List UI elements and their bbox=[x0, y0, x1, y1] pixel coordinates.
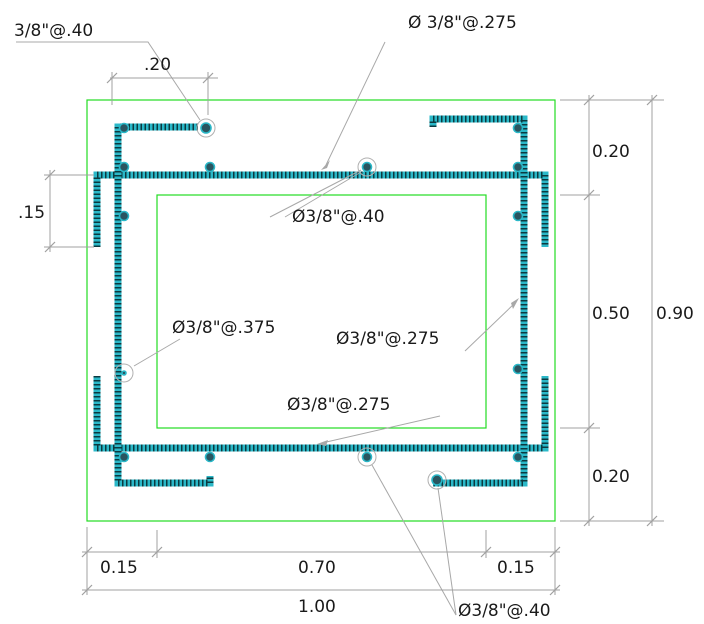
right-mid-dimension: 0.50 bbox=[592, 304, 630, 324]
rebar-dot bbox=[121, 370, 127, 376]
rebar-dot bbox=[118, 122, 130, 134]
left-vertical-bar bbox=[114, 123, 214, 487]
top-width-dimension: .20 bbox=[144, 55, 171, 75]
right-top-dimension: 0.20 bbox=[592, 142, 630, 162]
rebar-dot bbox=[204, 451, 216, 463]
rebar-group bbox=[93, 115, 549, 487]
left-height-dimension: .15 bbox=[18, 203, 45, 223]
rebar-dot bbox=[118, 161, 130, 173]
bottom-left-dimension: 0.15 bbox=[100, 558, 138, 578]
bottom-mid-dimension: 0.70 bbox=[298, 558, 336, 578]
bottom-right-spec-label: Ø3/8"@.40 bbox=[458, 601, 551, 621]
rebar-dot bbox=[512, 210, 524, 222]
rebar-dot bbox=[118, 210, 130, 222]
top-center-spec-label: Ø 3/8"@.275 bbox=[408, 13, 517, 33]
rebar-dot bbox=[204, 161, 216, 173]
rebar-dot bbox=[361, 161, 373, 173]
bottom-right-dimension: 0.15 bbox=[497, 558, 535, 578]
rebar-dot bbox=[200, 122, 212, 134]
top-left-spec-label: 3/8"@.40 bbox=[14, 21, 93, 41]
rebar-dot bbox=[512, 451, 524, 463]
inner-top-spec-label: Ø3/8"@.40 bbox=[292, 207, 385, 227]
bottom-spec-label: Ø3/8"@.275 bbox=[287, 395, 390, 415]
outer-section-outline bbox=[86, 99, 556, 522]
rebar-dot bbox=[512, 363, 524, 375]
rebar-dot bbox=[361, 451, 373, 463]
left-spec-label: Ø3/8"@.375 bbox=[172, 318, 275, 338]
dimension-lines bbox=[44, 72, 664, 596]
right-spec-label: Ø3/8"@.275 bbox=[336, 329, 439, 349]
bottom-total-dimension: 1.00 bbox=[298, 597, 336, 617]
rebar-dot bbox=[118, 451, 130, 463]
right-bottom-dimension: 0.20 bbox=[592, 467, 630, 487]
right-total-dimension: 0.90 bbox=[656, 304, 694, 324]
inner-opening-outline bbox=[156, 194, 487, 429]
rebar-dot bbox=[512, 161, 524, 173]
rebar-dot bbox=[512, 122, 524, 134]
rebar-dot bbox=[431, 474, 443, 486]
